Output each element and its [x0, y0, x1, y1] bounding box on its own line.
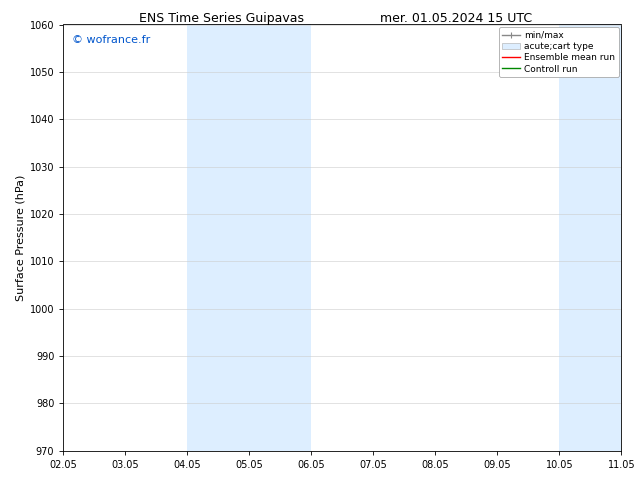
Legend: min/max, acute;cart type, Ensemble mean run, Controll run: min/max, acute;cart type, Ensemble mean …: [499, 27, 619, 77]
Y-axis label: Surface Pressure (hPa): Surface Pressure (hPa): [16, 174, 25, 301]
Text: ENS Time Series Guipavas: ENS Time Series Guipavas: [139, 12, 304, 25]
Text: © wofrance.fr: © wofrance.fr: [72, 35, 150, 45]
Text: mer. 01.05.2024 15 UTC: mer. 01.05.2024 15 UTC: [380, 12, 533, 25]
Bar: [559, 24, 621, 451]
Bar: [188, 24, 311, 451]
